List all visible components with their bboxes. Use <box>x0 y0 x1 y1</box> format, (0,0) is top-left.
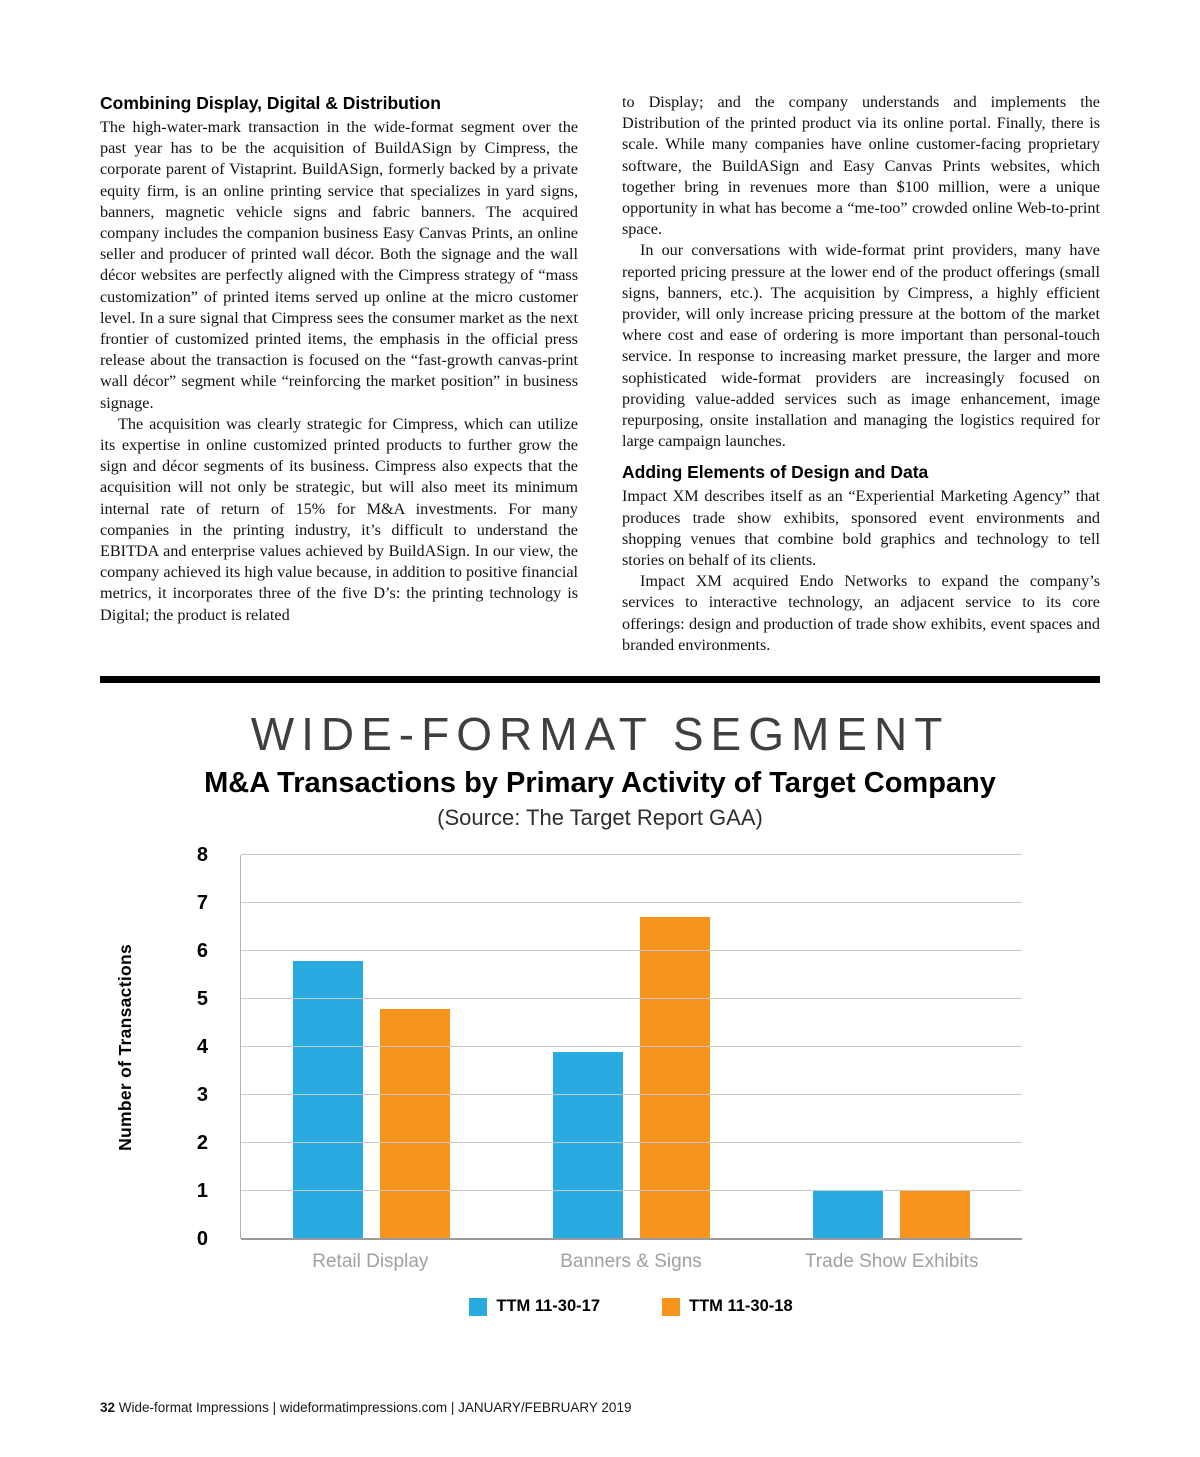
right-column: to Display; and the company understands … <box>622 92 1100 656</box>
legend-label: TTM 11-30-18 <box>689 1297 793 1316</box>
x-axis-labels: Retail Display Banners & Signs Trade Show … <box>240 1251 1022 1273</box>
footer-text: Wide-format Impressions | wideformatimpr… <box>115 1400 632 1415</box>
y-tick-label: 7 <box>196 892 208 915</box>
chart-title: WIDE-FORMAT SEGMENT <box>250 708 950 761</box>
bar-chart: WIDE-FORMAT SEGMENT M&A Transactions by … <box>100 707 1100 1316</box>
y-tick-label: 5 <box>196 988 208 1011</box>
bar-groups <box>241 855 1022 1240</box>
section-heading-adding: Adding Elements of Design and Data <box>622 462 929 483</box>
bar <box>379 1008 450 1240</box>
plot-area <box>240 854 1022 1241</box>
gridline <box>241 902 1022 904</box>
paragraph: Impact XM acquired Endo Networks to expa… <box>622 572 1100 654</box>
y-tick-label: 0 <box>196 1228 208 1251</box>
y-axis-label: Number of Transactions <box>114 943 135 1151</box>
y-tick-label: 2 <box>196 1132 208 1155</box>
gridline <box>241 1094 1022 1096</box>
gridline <box>241 1238 1022 1241</box>
y-tick-label: 4 <box>196 1036 208 1059</box>
y-tick-label: 6 <box>196 940 208 963</box>
page-number: 32 <box>100 1400 116 1415</box>
y-tick-label: 3 <box>196 1084 208 1107</box>
legend-swatch <box>662 1297 680 1316</box>
paragraph: In our conversations with wide-format pr… <box>622 241 1100 451</box>
paragraph: to Display; and the company understands … <box>622 93 1100 239</box>
y-axis-ticks: 0 1 2 3 4 5 6 7 8 <box>150 844 240 1250</box>
gridline <box>241 998 1022 1000</box>
paragraph: Impact XM describes itself as an “Experi… <box>622 487 1100 570</box>
left-column: Combining Display, Digital & Distributio… <box>100 92 578 656</box>
chart-source: (Source: The Target Report GAA) <box>437 805 763 831</box>
chart-plot-row: Number of Transactions 0 1 2 3 4 5 6 7 8 <box>100 844 1100 1250</box>
paragraph: The acquisition was clearly strategic fo… <box>100 414 578 624</box>
gridline <box>241 1190 1022 1192</box>
gridline <box>241 1046 1022 1048</box>
section-heading-combining: Combining Display, Digital & Distributio… <box>100 93 441 113</box>
legend-item: TTM 11-30-18 <box>662 1297 793 1316</box>
bar <box>639 917 710 1240</box>
section-divider-rule <box>100 676 1100 684</box>
gridline <box>241 1142 1022 1144</box>
bar <box>552 1051 623 1240</box>
y-axis-label-column: Number of Transactions <box>100 855 150 1239</box>
paragraph: The high-water-mark transaction in the w… <box>100 118 578 412</box>
x-category-label: Banners & Signs <box>560 1251 702 1273</box>
y-tick-label: 1 <box>196 1180 208 1203</box>
bar <box>292 960 363 1240</box>
bar-group <box>762 855 1022 1240</box>
legend-item: TTM 11-30-17 <box>469 1297 600 1316</box>
x-category-label: Trade Show Exhibits <box>804 1251 979 1273</box>
gridline <box>241 854 1022 856</box>
chart-legend: TTM 11-30-17 TTM 11-30-18 <box>240 1297 1022 1316</box>
page-footer: 32 Wide-format Impressions | wideformati… <box>100 1400 631 1415</box>
y-tick-label: 8 <box>196 844 208 867</box>
bar <box>900 1191 971 1240</box>
article-columns: Combining Display, Digital & Distributio… <box>0 0 1200 656</box>
chart-subtitle: M&A Transactions by Primary Activity of … <box>204 767 996 800</box>
gridline <box>241 950 1022 952</box>
bar-group <box>501 855 761 1240</box>
x-category-label: Retail Display <box>312 1251 429 1273</box>
bar-group <box>241 855 501 1240</box>
legend-label: TTM 11-30-17 <box>496 1297 600 1316</box>
bar <box>813 1191 884 1240</box>
legend-swatch <box>469 1297 488 1316</box>
